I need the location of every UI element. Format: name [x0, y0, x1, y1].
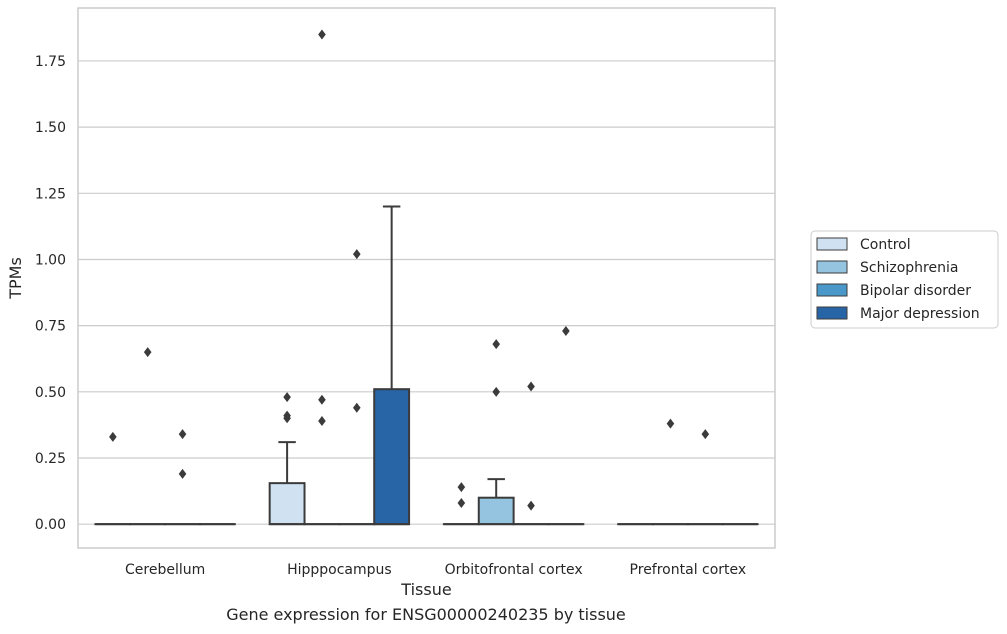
box-body [477, 496, 515, 526]
outlier-points [109, 29, 710, 511]
gridlines [78, 60, 775, 525]
plot-frame [77, 7, 776, 549]
outlier-point [178, 468, 187, 479]
box-series [94, 205, 759, 526]
outlier-point [178, 429, 187, 440]
y-tick-label: 1.00 [35, 252, 66, 268]
outlier-point [527, 381, 535, 392]
legend-swatch [816, 306, 848, 320]
y-tick-label: 1.75 [35, 54, 66, 70]
figure-caption: Gene expression for ENSG00000240235 by t… [226, 605, 626, 624]
outlier-point [109, 431, 117, 442]
x-tick-label: Orbitofrontal cortex [445, 562, 583, 578]
outlier-point [492, 386, 500, 397]
outlier-point [353, 249, 361, 260]
y-tick-label: 0.00 [35, 517, 66, 533]
outlier-point [666, 418, 675, 429]
box-body [373, 388, 411, 526]
legend-frame [810, 230, 999, 329]
x-tick-label: Prefrontal cortex [630, 562, 747, 578]
outlier-point [143, 347, 152, 358]
y-tick-label: 0.25 [35, 451, 66, 467]
outlier-point [318, 415, 326, 426]
y-tick-label: 1.50 [35, 120, 66, 136]
legend-label: Schizophrenia [860, 260, 958, 276]
x-tick-label: Hipppocampus [287, 562, 392, 578]
outlier-point [283, 413, 291, 424]
legend-swatch [816, 260, 848, 274]
y-axis-label: TPMs [6, 257, 25, 300]
outlier-point [457, 482, 466, 493]
legend-label: Major depression [860, 306, 980, 322]
box-schizophrenia [477, 478, 515, 526]
y-tick-label: 0.75 [35, 319, 66, 335]
x-tick-labels: Cerebellum Hipppocampus Orbitofrontal cort… [125, 562, 746, 578]
legend-label: Control [860, 237, 911, 253]
outlier-point [492, 339, 500, 350]
legend-swatch [816, 283, 848, 297]
x-axis-label: Tissue [400, 580, 451, 599]
legend-swatch [816, 237, 848, 251]
outlier-point [318, 29, 326, 40]
outlier-point [701, 429, 710, 440]
outlier-point [457, 498, 466, 508]
legend: Control Schizophrenia Bipolar disorder Majo… [810, 230, 999, 329]
box-major-depression [373, 205, 411, 526]
box-body [268, 482, 306, 526]
legend-label: Bipolar disorder [860, 283, 971, 299]
y-tick-label: 1.25 [35, 186, 66, 202]
box-control [268, 441, 306, 526]
x-tick-label: Cerebellum [125, 562, 205, 578]
outlier-point [562, 325, 570, 336]
outlier-point [318, 394, 326, 405]
outlier-point [527, 500, 535, 511]
outlier-point [283, 392, 291, 403]
outlier-point [353, 402, 361, 413]
y-tick-labels: 0.00 0.25 0.50 0.75 1.00 1.25 1.50 1.75 [35, 54, 66, 533]
y-tick-label: 0.50 [35, 385, 66, 401]
